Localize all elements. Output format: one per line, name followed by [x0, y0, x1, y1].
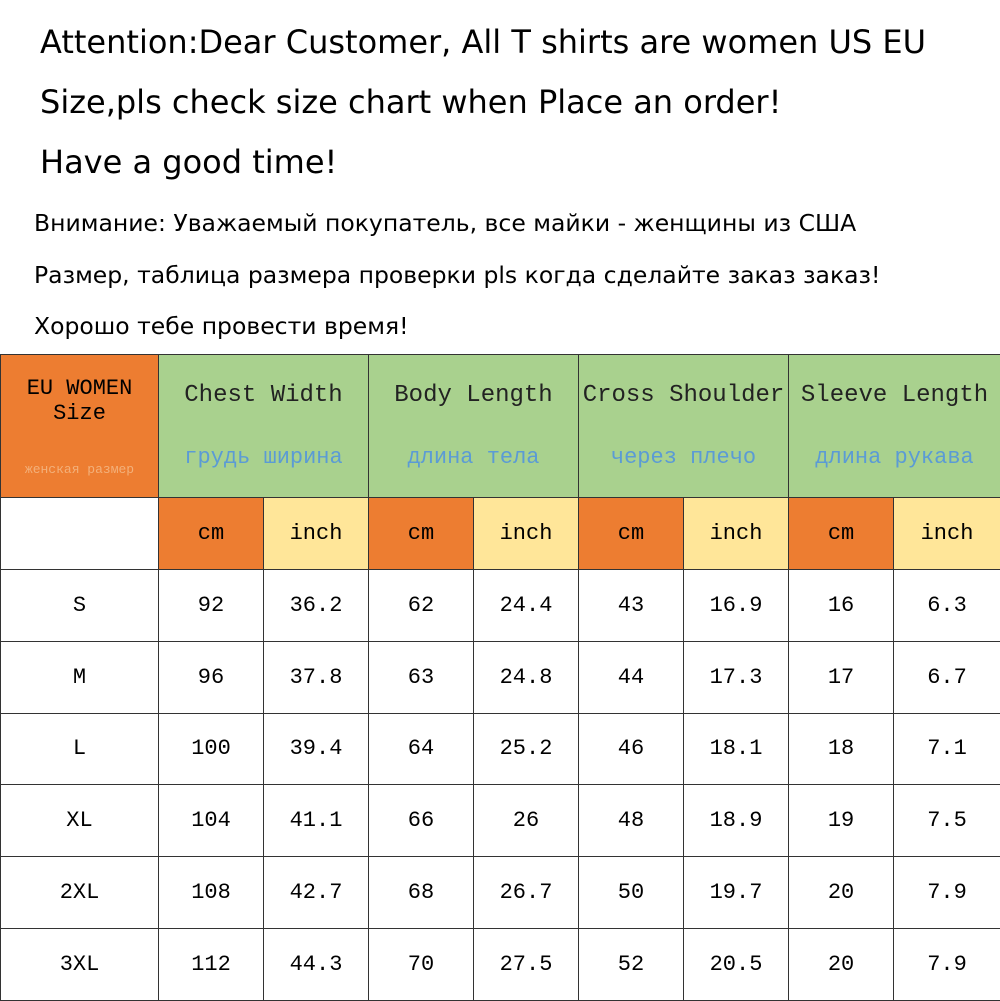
cm-value-cell: 16	[789, 570, 894, 642]
inch-value-cell: 7.9	[894, 928, 1000, 1000]
cm-value-cell: 52	[579, 928, 684, 1000]
unit-cm-cell: cm	[579, 498, 684, 570]
size-cell: XL	[1, 785, 159, 857]
inch-value-cell: 6.7	[894, 641, 1000, 713]
blank-cell	[1, 498, 159, 570]
size-cell: 2XL	[1, 857, 159, 929]
cm-value-cell: 66	[369, 785, 474, 857]
size-cell: 3XL	[1, 928, 159, 1000]
inch-value-cell: 26.7	[474, 857, 579, 929]
size-cell: L	[1, 713, 159, 785]
cm-value-cell: 46	[579, 713, 684, 785]
cm-value-cell: 17	[789, 641, 894, 713]
inch-value-cell: 41.1	[264, 785, 369, 857]
measurement-label: Sleeve Length	[789, 382, 1000, 409]
measurement-label-ru: через плечо	[579, 445, 788, 470]
inch-value-cell: 18.9	[684, 785, 789, 857]
measurement-label-ru: длина тела	[369, 445, 578, 470]
cm-value-cell: 68	[369, 857, 474, 929]
inch-value-cell: 7.5	[894, 785, 1000, 857]
unit-row: cm inch cm inch cm inch cm inch	[1, 498, 1000, 570]
body-length-header: Body Length длина тела	[369, 355, 579, 498]
cm-value-cell: 43	[579, 570, 684, 642]
cm-value-cell: 104	[159, 785, 264, 857]
sleeve-length-header: Sleeve Length длина рукава	[789, 355, 1000, 498]
inch-value-cell: 26	[474, 785, 579, 857]
inch-value-cell: 7.1	[894, 713, 1000, 785]
cm-value-cell: 20	[789, 928, 894, 1000]
russian-notice-line: Хорошо тебе провести время!	[34, 301, 994, 353]
unit-inch-cell: inch	[894, 498, 1000, 570]
inch-value-cell: 24.8	[474, 641, 579, 713]
size-header-sublabel: женская размер	[1, 462, 158, 477]
russian-notice: Внимание: Уважаемый покупатель, все майк…	[34, 198, 994, 353]
unit-cm-cell: cm	[159, 498, 264, 570]
russian-notice-line: Размер, таблица размера проверки pls ког…	[34, 250, 994, 302]
english-notice-line: Attention:Dear Customer, All T shirts ar…	[40, 12, 990, 72]
cm-value-cell: 108	[159, 857, 264, 929]
cm-value-cell: 64	[369, 713, 474, 785]
unit-cm-cell: cm	[789, 498, 894, 570]
unit-inch-cell: inch	[474, 498, 579, 570]
unit-cm-cell: cm	[369, 498, 474, 570]
inch-value-cell: 27.5	[474, 928, 579, 1000]
inch-value-cell: 39.4	[264, 713, 369, 785]
cm-value-cell: 19	[789, 785, 894, 857]
english-notice: Attention:Dear Customer, All T shirts ar…	[40, 12, 990, 192]
measurement-label-ru: длина рукава	[789, 445, 1000, 470]
russian-notice-line: Внимание: Уважаемый покупатель, все майк…	[34, 198, 994, 250]
cm-value-cell: 70	[369, 928, 474, 1000]
cm-value-cell: 50	[579, 857, 684, 929]
inch-value-cell: 42.7	[264, 857, 369, 929]
unit-inch-cell: inch	[264, 498, 369, 570]
cross-shoulder-header: Cross Shoulder через плечо	[579, 355, 789, 498]
chest-width-header: Chest Width грудь ширина	[159, 355, 369, 498]
english-notice-line: Size,pls check size chart when Place an …	[40, 72, 990, 132]
inch-value-cell: 7.9	[894, 857, 1000, 929]
cm-value-cell: 20	[789, 857, 894, 929]
cm-value-cell: 63	[369, 641, 474, 713]
cm-value-cell: 44	[579, 641, 684, 713]
inch-value-cell: 24.4	[474, 570, 579, 642]
inch-value-cell: 36.2	[264, 570, 369, 642]
size-column-header: EU WOMEN Size женская размер	[1, 355, 159, 498]
unit-inch-cell: inch	[684, 498, 789, 570]
english-notice-line: Have a good time!	[40, 132, 990, 192]
inch-value-cell: 44.3	[264, 928, 369, 1000]
size-cell: M	[1, 641, 159, 713]
header-row: EU WOMEN Size женская размер Chest Width…	[1, 355, 1000, 498]
size-header-label: EU WOMEN Size	[1, 376, 158, 426]
cm-value-cell: 112	[159, 928, 264, 1000]
inch-value-cell: 18.1	[684, 713, 789, 785]
inch-value-cell: 37.8	[264, 641, 369, 713]
cm-value-cell: 48	[579, 785, 684, 857]
cm-value-cell: 100	[159, 713, 264, 785]
cm-value-cell: 96	[159, 641, 264, 713]
inch-value-cell: 6.3	[894, 570, 1000, 642]
measurement-label: Body Length	[369, 382, 578, 409]
inch-value-cell: 17.3	[684, 641, 789, 713]
inch-value-cell: 25.2	[474, 713, 579, 785]
measurement-label-ru: грудь ширина	[159, 445, 368, 470]
measurement-label: Chest Width	[159, 382, 368, 409]
measurement-label: Cross Shoulder	[579, 382, 788, 409]
size-cell: S	[1, 570, 159, 642]
inch-value-cell: 19.7	[684, 857, 789, 929]
inch-value-cell: 20.5	[684, 928, 789, 1000]
cm-value-cell: 92	[159, 570, 264, 642]
cm-value-cell: 18	[789, 713, 894, 785]
size-chart-table: EU WOMEN Size женская размер Chest Width…	[0, 354, 1000, 1001]
cm-value-cell: 62	[369, 570, 474, 642]
inch-value-cell: 16.9	[684, 570, 789, 642]
